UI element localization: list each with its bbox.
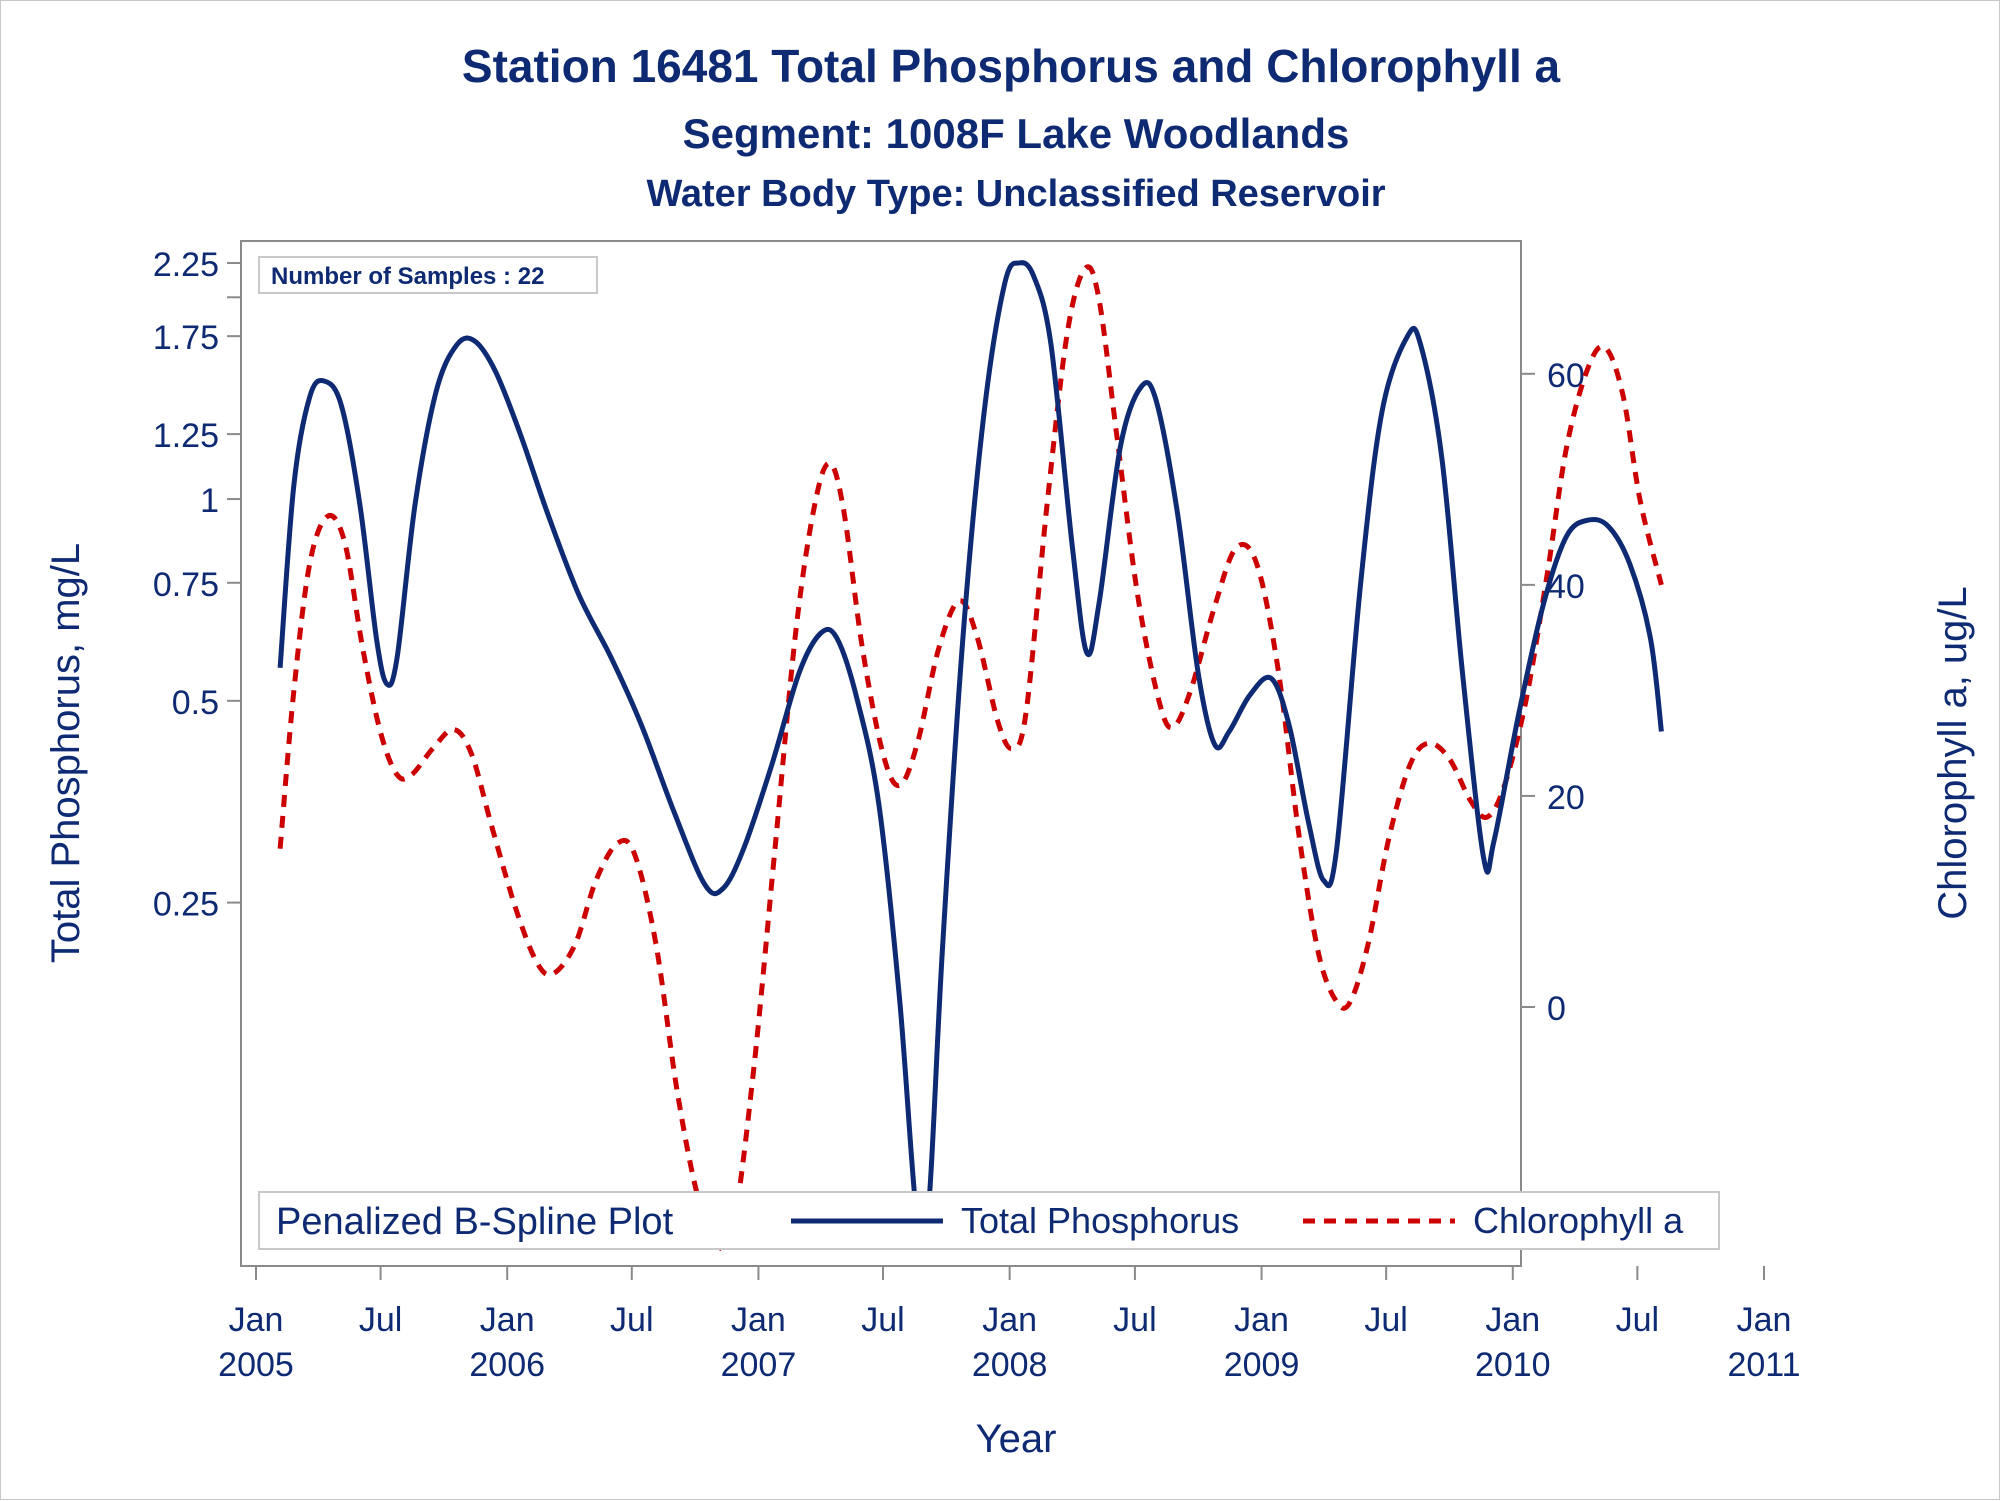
x-tick-label-month: Jan [1234,1301,1289,1339]
series-line-chlorophyll-a [277,264,1664,1252]
x-tick-label-month: Jul [1616,1301,1659,1339]
x-tick-label-month: Jul [1113,1301,1156,1339]
y-left-tick-label: 1 [200,482,219,520]
legend-label-chlorophyll: Chlorophyll a [1473,1200,1684,1241]
x-tick-label-month: Jan [982,1301,1037,1339]
y-left-axis: 0.25 0.5 0.75 1 1.25 1.75 2.25 [153,246,241,924]
x-tick-label-month: Jan [480,1301,535,1339]
legend-title: Penalized B-Spline Plot [276,1201,674,1243]
x-tick-label-year: 2006 [469,1346,545,1384]
y-left-tick-label: 1.75 [153,319,219,357]
x-tick-label-year: 2008 [972,1346,1048,1384]
x-tick-label-year: 2005 [218,1346,294,1384]
x-tick-label-year: 2009 [1224,1346,1300,1384]
y-left-tick-label: 0.5 [172,684,219,722]
series-layer [277,260,1664,1252]
y-right-tick-label: 0 [1547,990,1566,1028]
y-right-tick-label: 20 [1547,779,1585,817]
x-tick-label-month: Jan [731,1301,786,1339]
chart-title: Station 16481 Total Phosphorus and Chlor… [462,40,1561,92]
x-tick-label-year: 2010 [1475,1346,1551,1384]
x-tick-label-month: Jan [1485,1301,1540,1339]
x-tick-label-year: 2011 [1727,1346,1800,1384]
y-left-axis-label: Total Phosphorus, mg/L [44,543,88,963]
chart-subtitle-2: Water Body Type: Unclassified Reservoir [646,173,1385,215]
y-left-tick-label: 0.25 [153,886,219,924]
series-line-total-phosphorus [277,260,1664,1250]
samples-box [258,256,598,294]
y-left-tick-label: 1.25 [153,417,219,455]
x-tick-label-month: Jan [1737,1301,1792,1339]
x-axis-label: Year [976,1417,1057,1461]
samples-label: Number of Samples : 22 [271,263,544,290]
x-tick-label-month: Jan [229,1301,284,1339]
x-tick-label-month: Jul [1364,1301,1407,1339]
x-tick-label-month: Jul [359,1301,402,1339]
plot-area [240,240,1522,1267]
y-right-axis-label: Chlorophyll a, ug/L [1931,586,1975,920]
x-tick-label-month: Jul [610,1301,653,1339]
y-left-tick-label: 2.25 [153,246,219,284]
chart-subtitle: Segment: 1008F Lake Woodlands [683,110,1350,157]
legend-label-phosphorus: Total Phosphorus [961,1200,1239,1241]
x-tick-label-year: 2007 [721,1346,797,1384]
x-tick-label-month: Jul [861,1301,904,1339]
legend-box [258,1191,1720,1250]
y-left-tick-label: 0.75 [153,566,219,604]
x-axis: Jan 2005 Jul Jan 2006 Jul Jan 2007 Jul Jan 2008 Jul… [218,1266,1801,1384]
legend: Penalized B-Spline Plot Total Phosphorus… [258,1191,1720,1250]
